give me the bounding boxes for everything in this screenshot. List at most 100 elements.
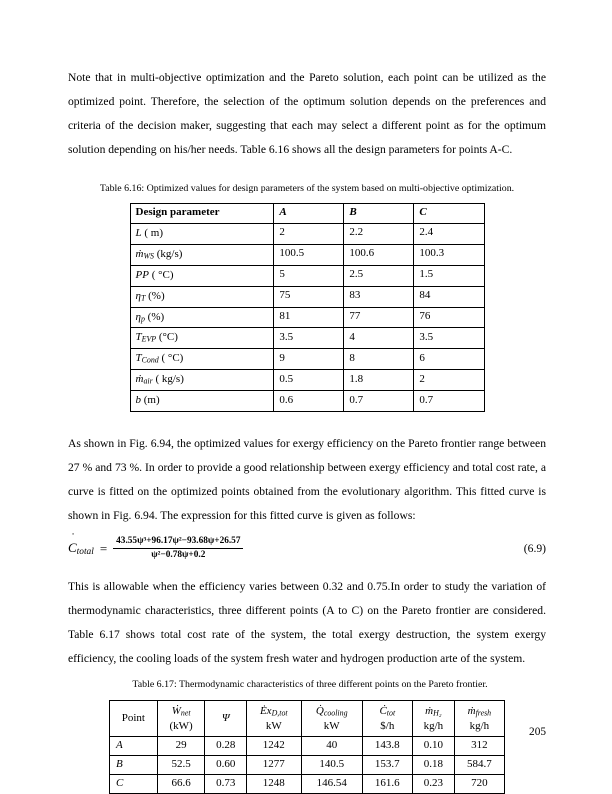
- cell-value: 2.2: [343, 222, 415, 245]
- cell-value: 1248: [245, 774, 302, 794]
- table-row: B 52.5 0.60 1277 140.5 153.7 0.18 584.7: [109, 755, 506, 776]
- cell-point-label: A: [109, 736, 158, 757]
- cell-value: 100.3: [413, 243, 485, 266]
- cell-parameter-name: ṁWS (kg/s): [129, 243, 275, 266]
- page-content: Note that in multi-objective optimizatio…: [68, 66, 546, 794]
- cell-value: 2: [273, 222, 345, 245]
- cell-value: 75: [273, 285, 345, 308]
- cell-parameter-name: ṁair ( kg/s): [129, 369, 275, 392]
- cell-value: 66.6: [156, 774, 206, 794]
- cell-value: 153.7: [361, 755, 413, 776]
- th-metric-2: Ψ: [204, 699, 247, 738]
- paragraph-after-equation: This is allowable when the efficiency va…: [68, 579, 546, 665]
- cell-value: 1.5: [413, 264, 485, 287]
- cell-value: 100.6: [343, 243, 415, 266]
- table-row: b (m) 0.6 0.7 0.7: [129, 390, 485, 413]
- spacer: [68, 670, 546, 678]
- equation-denominator: ψ²−0.78ψ+0.2: [151, 550, 206, 561]
- cell-value: 0.5: [273, 369, 345, 392]
- cell-parameter-name: TCond ( °C): [129, 348, 275, 371]
- cell-value: 0.6: [273, 390, 345, 413]
- cell-value: 5: [273, 264, 345, 287]
- spacer: [68, 562, 546, 575]
- equation-lhs: ˙ Ctotal: [68, 530, 94, 558]
- spacer: [68, 528, 546, 536]
- cell-point-label: C: [109, 774, 158, 794]
- cell-value: 0.7: [343, 390, 415, 413]
- cell-point-label: B: [109, 755, 158, 776]
- table-row: ṁWS (kg/s) 100.5 100.6 100.3: [129, 243, 485, 266]
- cell-value: 2.5: [343, 264, 415, 287]
- equation-equals: =: [99, 540, 108, 556]
- table-617-head: Point Ẇnet (kW) Ψ ĖxD,tot kW Q̇cooling kW Ċto…: [109, 699, 506, 738]
- th-metric-5: Ċtot $/h: [361, 699, 413, 738]
- table-row: C 66.6 0.73 1248 146.54 161.6 0.23 720: [109, 774, 506, 794]
- cell-value: 81: [273, 306, 345, 329]
- cell-value: 40: [300, 736, 363, 757]
- cell-value: 2.4: [413, 222, 485, 245]
- cell-value: 77: [343, 306, 415, 329]
- cell-value: 3.5: [273, 327, 345, 350]
- equation-fraction: 43.55ψ³+96.17ψ²−93.68ψ+26.57 ψ²−0.78ψ+0.…: [113, 536, 244, 562]
- cell-value: 52.5: [156, 755, 206, 776]
- page-number: 205: [529, 726, 546, 738]
- spacer: [68, 412, 546, 432]
- paragraph-after-table-616: As shown in Fig. 6.94, the optimized val…: [68, 437, 546, 522]
- cell-value: 1242: [245, 736, 302, 757]
- cell-parameter-name: TEVP (°C): [129, 327, 275, 350]
- cell-value: 29: [156, 736, 206, 757]
- cell-value: 0.23: [411, 774, 455, 794]
- table-row: TEVP (°C) 3.5 4 3.5: [129, 327, 485, 350]
- cell-value: 1.8: [343, 369, 415, 392]
- cell-parameter-name: ηp (%): [129, 306, 275, 329]
- cell-parameter-name: PP ( °C): [129, 264, 275, 287]
- table-row: A 29 0.28 1242 40 143.8 0.10 312: [109, 736, 506, 757]
- spacer: [68, 692, 546, 700]
- table-616-head: Design parameter A B C: [129, 202, 485, 224]
- equation-6-9: ˙ Ctotal = 43.55ψ³+96.17ψ²−93.68ψ+26.57 ψ…: [68, 530, 546, 562]
- th-point-c: C: [413, 202, 485, 224]
- cell-value: 146.54: [300, 774, 363, 794]
- paragraph-intro: Note that in multi-objective optimizatio…: [68, 71, 546, 156]
- cell-value: 161.6: [361, 774, 413, 794]
- equation-numerator: 43.55ψ³+96.17ψ²−93.68ψ+26.57: [113, 536, 244, 550]
- cell-value: 8: [343, 348, 415, 371]
- cell-value: 9: [273, 348, 345, 371]
- table-616: Design parameter A B C L ( m) 2 2.2 2.4 ṁWS…: [129, 202, 485, 413]
- spacer: [68, 195, 546, 203]
- cell-parameter-name: ηT (%): [129, 285, 275, 308]
- cell-value: 0.28: [204, 736, 247, 757]
- equation-number: (6.9): [523, 542, 546, 556]
- th-point-a: A: [273, 202, 345, 224]
- table-row-header: Point Ẇnet (kW) Ψ ĖxD,tot kW Q̇cooling kW Ċto…: [109, 699, 506, 738]
- cell-value: 584.7: [453, 755, 506, 776]
- th-metric-7: ṁfresh kg/h: [453, 699, 506, 738]
- cell-value: 720: [453, 774, 506, 794]
- spacer: [68, 162, 546, 182]
- cell-value: 76: [413, 306, 485, 329]
- cell-parameter-name: b (m): [129, 390, 275, 413]
- cell-value: 4: [343, 327, 415, 350]
- cell-value: 0.60: [204, 755, 247, 776]
- table-row: L ( m) 2 2.2 2.4: [129, 222, 485, 245]
- table-616-caption: Table 6.16: Optimized values for design …: [99, 182, 515, 194]
- cell-value: 143.8: [361, 736, 413, 757]
- cell-value: 2: [413, 369, 485, 392]
- cell-value: 312: [453, 736, 506, 757]
- cell-value: 84: [413, 285, 485, 308]
- cell-parameter-name: L ( m): [129, 222, 275, 245]
- table-row-header: Design parameter A B C: [129, 202, 485, 224]
- th-metric-6: ṁH₂ kg/h: [411, 699, 455, 738]
- table-row: ηT (%) 75 83 84: [129, 285, 485, 308]
- th-metric-3: ĖxD,tot kW: [245, 699, 302, 738]
- cell-value: 0.10: [411, 736, 455, 757]
- th-metric-1: Ẇnet (kW): [156, 699, 206, 738]
- table-617: Point Ẇnet (kW) Ψ ĖxD,tot kW Q̇cooling kW Ċto…: [109, 699, 506, 794]
- cell-value: 100.5: [273, 243, 345, 266]
- th-point: Point: [109, 699, 158, 738]
- cell-value: 140.5: [300, 755, 363, 776]
- table-617-caption: Table 6.17: Thermodynamic characteristic…: [132, 679, 488, 691]
- table-row: ηp (%) 81 77 76: [129, 306, 485, 329]
- cell-value: 0.7: [413, 390, 485, 413]
